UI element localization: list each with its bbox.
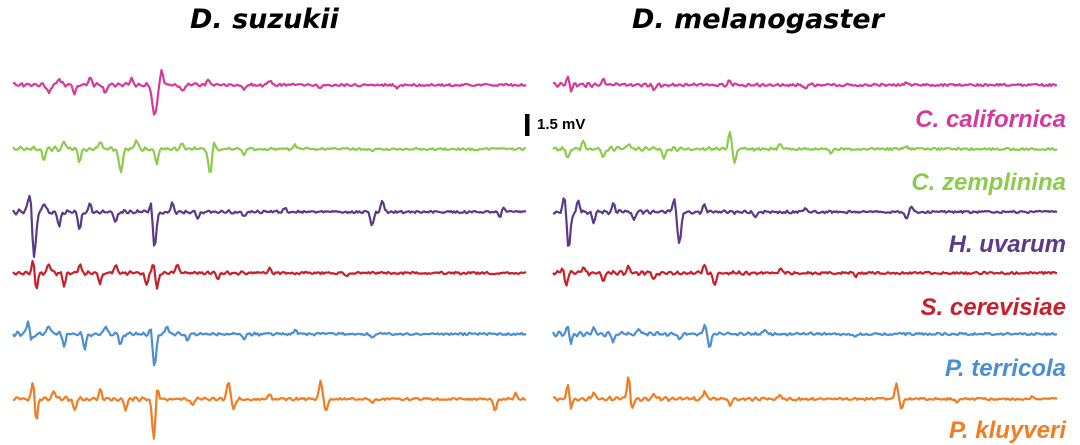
trace-d-suzukii-s-cerevisiae	[12, 260, 527, 290]
trace-d-suzukii-h-uvarum	[12, 194, 527, 258]
label-h-uvarum: H. uvarum	[948, 231, 1066, 258]
label-c-californica: C. californica	[915, 106, 1066, 133]
panel-title-d-melanogaster: D. melanogaster	[632, 4, 884, 35]
label-p-kluyveri: P. kluyveri	[949, 417, 1066, 444]
scale-bar	[525, 114, 530, 136]
trace-d-suzukii-c-californica	[12, 69, 527, 116]
right-panel-traces	[552, 75, 1058, 410]
panel-title-d-suzukii: D. suzukii	[190, 4, 339, 35]
label-c-zemplinina: C. zemplinina	[911, 169, 1066, 196]
trace-d-melanogaster-p-kluyveri	[552, 376, 1058, 410]
trace-d-melanogaster-c-californica	[552, 75, 1058, 93]
label-p-terricola: P. terricola	[945, 355, 1066, 382]
trace-d-suzukii-p-terricola	[12, 320, 527, 367]
scale-bar-label: 1.5 mV	[537, 116, 586, 133]
trace-d-melanogaster-h-uvarum	[552, 197, 1058, 247]
trace-d-suzukii-p-kluyveri	[12, 379, 527, 440]
left-panel-traces	[12, 69, 527, 440]
trace-d-melanogaster-c-zemplinina	[552, 131, 1058, 165]
trace-d-melanogaster-s-cerevisiae	[552, 263, 1058, 287]
label-s-cerevisiae: S. cerevisiae	[920, 294, 1066, 321]
trace-d-melanogaster-p-terricola	[552, 323, 1058, 348]
trace-d-suzukii-c-zemplinina	[12, 139, 527, 174]
